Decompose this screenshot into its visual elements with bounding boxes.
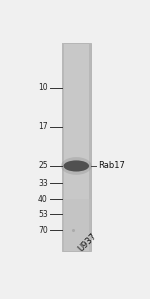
Bar: [89, 43, 91, 251]
Ellipse shape: [61, 157, 92, 175]
Bar: [62, 199, 91, 251]
Text: 33: 33: [38, 179, 48, 188]
Text: Rab17: Rab17: [98, 161, 125, 170]
Text: 40: 40: [38, 195, 48, 204]
Text: 17: 17: [38, 122, 48, 131]
Text: 25: 25: [38, 161, 48, 170]
Ellipse shape: [63, 160, 89, 172]
Bar: [62, 43, 91, 251]
Text: 10: 10: [38, 83, 48, 92]
Text: 70: 70: [38, 226, 48, 235]
Bar: [62, 43, 64, 251]
Text: U937: U937: [76, 231, 98, 254]
Text: 53: 53: [38, 210, 48, 219]
